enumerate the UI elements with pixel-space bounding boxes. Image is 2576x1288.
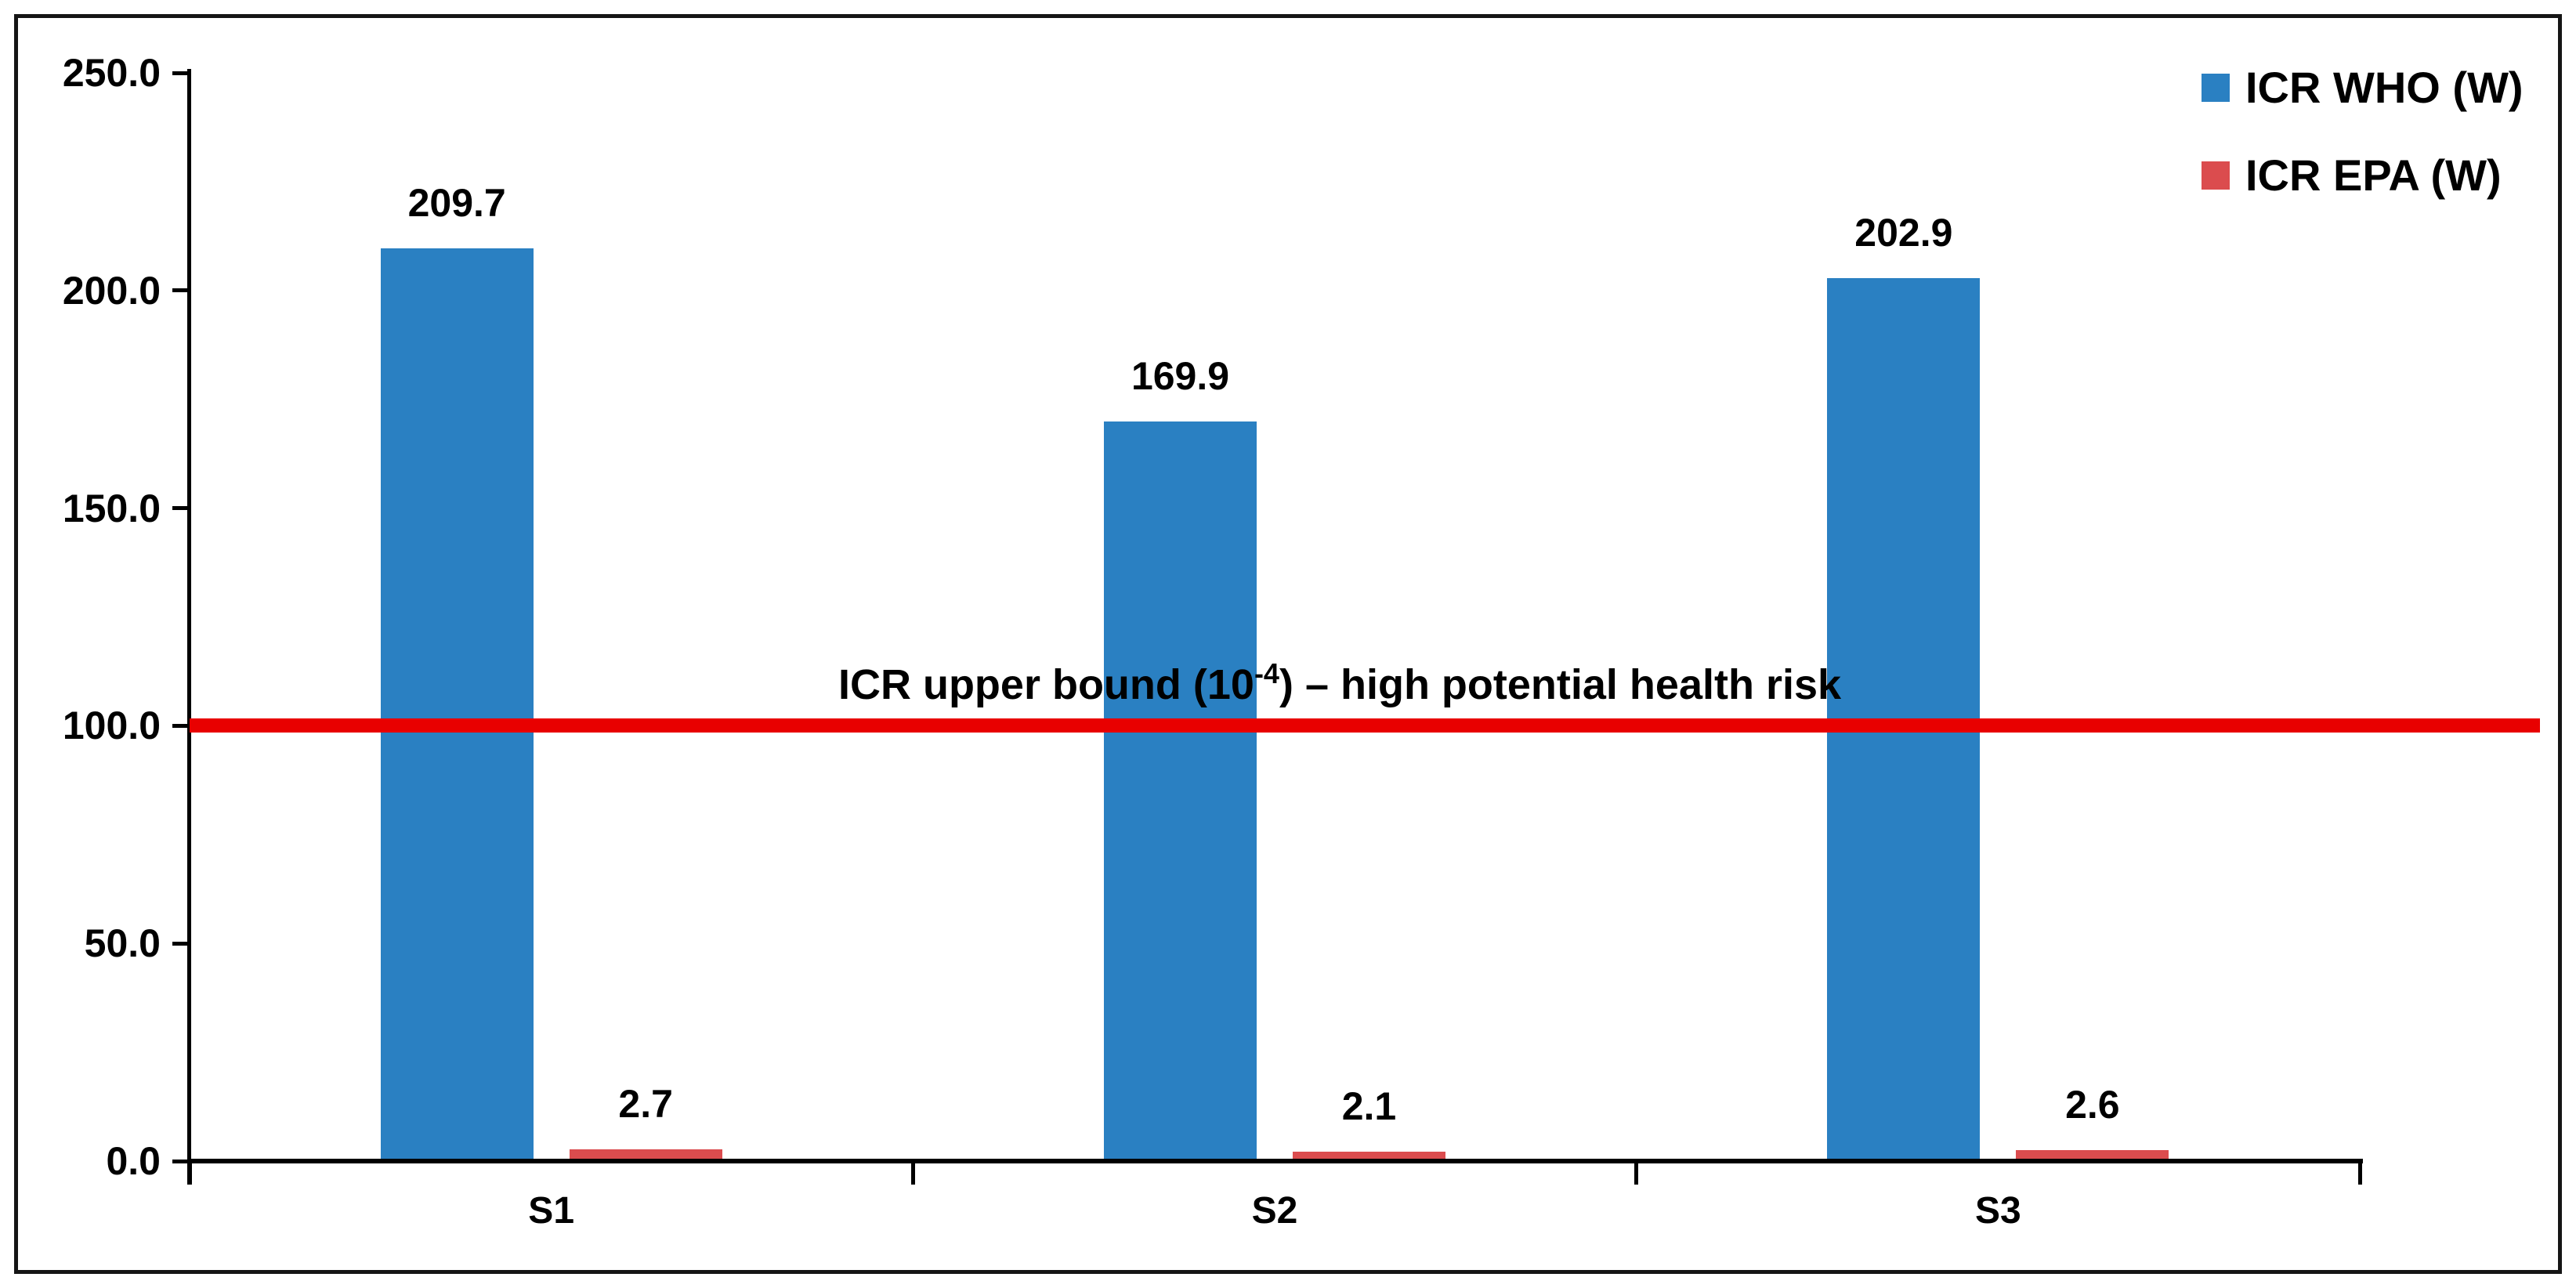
threshold-annotation-text: ICR upper bound (10	[838, 661, 1254, 708]
bar-icr-epa-w-s3	[2016, 1149, 2169, 1161]
y-axis-tick-label: 200.0	[62, 268, 161, 313]
y-axis-tick	[172, 941, 190, 946]
data-label-icr-who-w-s2: 169.9	[1131, 354, 1230, 399]
data-label-icr-who-w-s3: 202.9	[1854, 210, 1953, 255]
x-axis-line	[188, 1159, 2363, 1163]
threshold-annotation-superscript: -4	[1254, 657, 1279, 689]
y-axis-line	[187, 69, 191, 1185]
legend-item-icr-who: ICR WHO (W)	[2202, 62, 2524, 114]
y-axis-tick	[172, 723, 190, 728]
x-axis-tick	[187, 1161, 192, 1185]
x-axis-tick	[2357, 1161, 2362, 1185]
category-label-s3: S3	[1974, 1190, 2021, 1232]
bar-icr-who-w-s2	[1104, 421, 1257, 1161]
data-label-icr-epa-w-s3: 2.6	[2065, 1082, 2120, 1127]
y-axis-tick-label: 150.0	[62, 486, 161, 530]
y-axis-tick	[172, 288, 190, 293]
threshold-annotation-text-suffix: ) – high potential health risk	[1279, 661, 1842, 708]
y-axis-tick-label: 250.0	[62, 51, 161, 95]
x-axis-tick	[910, 1161, 915, 1185]
legend-swatch-blue-icon	[2202, 74, 2230, 102]
y-axis-tick	[172, 71, 190, 75]
y-axis-tick	[172, 1159, 190, 1163]
legend: ICR WHO (W) ICR EPA (W)	[2202, 62, 2524, 237]
y-axis-tick-label: 100.0	[62, 704, 161, 748]
threshold-annotation: ICR upper bound (10-4) – high potential …	[838, 657, 1842, 715]
bar-icr-who-w-s1	[380, 248, 534, 1161]
threshold-line	[190, 718, 2540, 733]
bar-icr-epa-w-s2	[1293, 1152, 1445, 1161]
y-axis-tick-label: 0.0	[106, 1139, 161, 1183]
bar-icr-epa-w-s1	[569, 1149, 722, 1161]
data-label-icr-epa-w-s2: 2.1	[1341, 1084, 1397, 1129]
x-axis-tick	[1634, 1161, 1639, 1185]
data-label-icr-who-w-s1: 209.7	[407, 180, 506, 225]
legend-item-icr-epa: ICR EPA (W)	[2202, 150, 2524, 201]
category-label-s2: S2	[1251, 1190, 1298, 1232]
y-axis-tick	[172, 506, 190, 511]
y-axis-tick-label: 50.0	[84, 921, 161, 966]
legend-label-icr-who: ICR WHO (W)	[2245, 63, 2524, 112]
legend-label-icr-epa: ICR EPA (W)	[2245, 150, 2502, 200]
data-label-icr-epa-w-s1: 2.7	[618, 1081, 673, 1126]
legend-swatch-red-icon	[2202, 161, 2230, 190]
category-label-s1: S1	[528, 1190, 575, 1232]
